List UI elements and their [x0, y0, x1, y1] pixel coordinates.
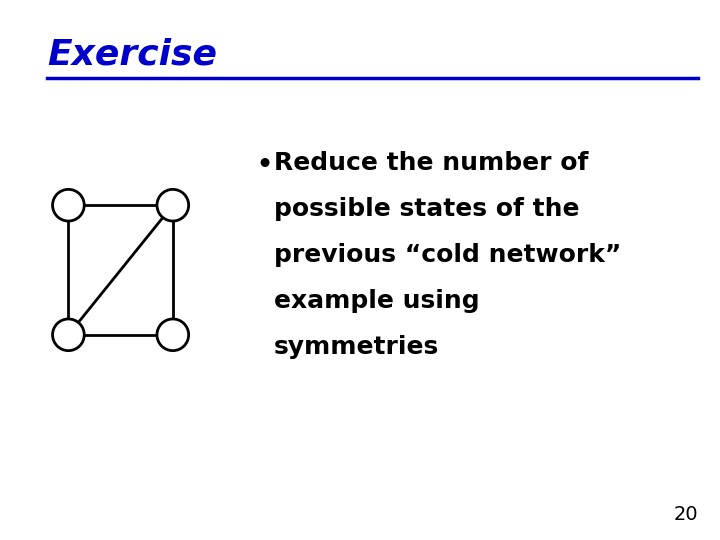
- Ellipse shape: [53, 190, 84, 221]
- Text: Reduce the number of: Reduce the number of: [274, 151, 588, 175]
- Ellipse shape: [157, 319, 189, 350]
- Text: previous “cold network”: previous “cold network”: [274, 243, 621, 267]
- Text: example using: example using: [274, 289, 480, 313]
- Text: possible states of the: possible states of the: [274, 197, 579, 221]
- Text: 20: 20: [674, 505, 698, 524]
- Text: Exercise: Exercise: [47, 38, 217, 72]
- Text: •: •: [256, 151, 274, 180]
- Ellipse shape: [157, 190, 189, 221]
- Ellipse shape: [53, 319, 84, 350]
- Text: symmetries: symmetries: [274, 335, 439, 359]
